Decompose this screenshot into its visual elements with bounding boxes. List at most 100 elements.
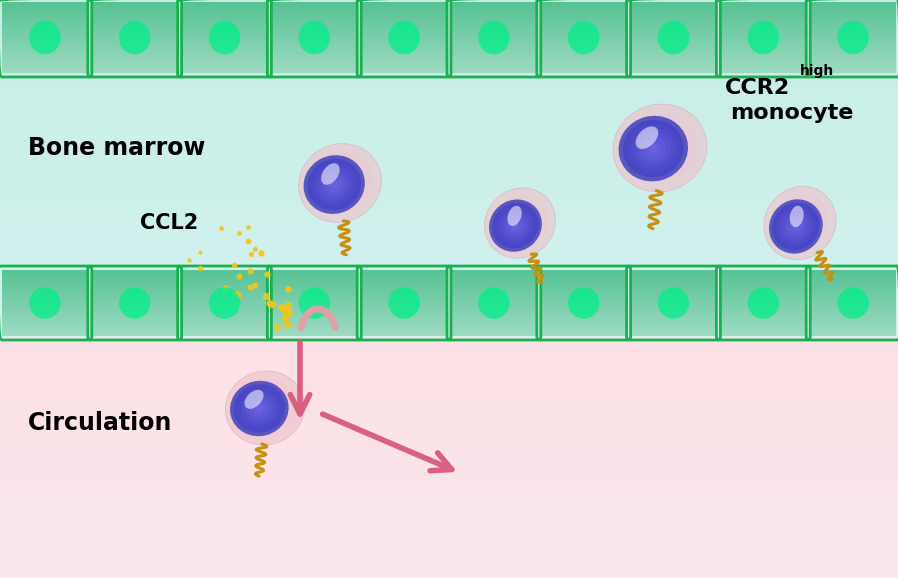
Text: CCL2: CCL2	[140, 213, 198, 233]
Ellipse shape	[492, 203, 539, 249]
Ellipse shape	[771, 194, 829, 252]
Ellipse shape	[627, 124, 679, 173]
Ellipse shape	[636, 132, 671, 165]
Text: Bone marrow: Bone marrow	[28, 136, 206, 160]
Ellipse shape	[632, 122, 688, 174]
Text: monocyte: monocyte	[730, 103, 853, 123]
Ellipse shape	[776, 206, 816, 247]
Ellipse shape	[747, 21, 779, 54]
Ellipse shape	[249, 394, 281, 423]
Ellipse shape	[779, 201, 822, 245]
Ellipse shape	[506, 216, 525, 235]
Ellipse shape	[645, 140, 662, 157]
Ellipse shape	[506, 209, 534, 237]
Text: high: high	[800, 64, 834, 78]
Ellipse shape	[119, 21, 150, 54]
Ellipse shape	[208, 21, 241, 54]
Ellipse shape	[257, 401, 273, 415]
Ellipse shape	[485, 188, 555, 258]
Ellipse shape	[837, 21, 868, 54]
Ellipse shape	[789, 220, 803, 234]
Ellipse shape	[651, 139, 669, 157]
Ellipse shape	[315, 166, 353, 203]
Ellipse shape	[492, 195, 549, 251]
Ellipse shape	[764, 186, 836, 260]
Ellipse shape	[307, 152, 373, 214]
Ellipse shape	[298, 21, 330, 54]
Ellipse shape	[499, 209, 532, 242]
Ellipse shape	[793, 216, 807, 230]
Ellipse shape	[330, 181, 338, 188]
Ellipse shape	[323, 168, 357, 198]
Ellipse shape	[498, 202, 541, 244]
Ellipse shape	[233, 379, 296, 437]
Ellipse shape	[623, 120, 683, 177]
Ellipse shape	[657, 287, 690, 318]
Ellipse shape	[568, 287, 600, 318]
Ellipse shape	[331, 175, 348, 191]
Ellipse shape	[244, 390, 263, 409]
Ellipse shape	[657, 21, 690, 54]
Ellipse shape	[622, 113, 698, 183]
Ellipse shape	[304, 155, 365, 214]
Ellipse shape	[327, 177, 342, 192]
Ellipse shape	[322, 173, 346, 195]
Ellipse shape	[772, 203, 819, 250]
Ellipse shape	[779, 209, 813, 243]
Ellipse shape	[619, 116, 688, 181]
Ellipse shape	[242, 386, 289, 430]
Ellipse shape	[769, 199, 823, 254]
Ellipse shape	[388, 287, 419, 318]
Ellipse shape	[388, 21, 419, 54]
Ellipse shape	[307, 159, 361, 210]
Ellipse shape	[478, 287, 509, 318]
Ellipse shape	[230, 381, 288, 436]
Ellipse shape	[119, 287, 150, 318]
Ellipse shape	[641, 131, 679, 165]
Ellipse shape	[225, 371, 304, 445]
Ellipse shape	[837, 287, 868, 318]
Ellipse shape	[568, 21, 600, 54]
Ellipse shape	[613, 104, 707, 192]
Ellipse shape	[29, 21, 60, 54]
Ellipse shape	[764, 187, 836, 260]
Ellipse shape	[29, 287, 60, 318]
Ellipse shape	[244, 395, 274, 423]
Ellipse shape	[649, 144, 657, 153]
Ellipse shape	[509, 219, 522, 232]
Ellipse shape	[512, 223, 519, 229]
Text: Circulation: Circulation	[28, 411, 172, 435]
Ellipse shape	[252, 402, 267, 416]
Ellipse shape	[233, 384, 285, 433]
Ellipse shape	[312, 162, 357, 206]
Ellipse shape	[484, 188, 556, 258]
Ellipse shape	[507, 206, 522, 226]
Ellipse shape	[789, 206, 804, 227]
Ellipse shape	[786, 209, 814, 238]
Text: CCR2: CCR2	[725, 78, 790, 98]
Ellipse shape	[225, 372, 304, 444]
Ellipse shape	[208, 287, 241, 318]
Ellipse shape	[249, 398, 270, 419]
Ellipse shape	[502, 213, 529, 239]
Ellipse shape	[315, 160, 365, 206]
Ellipse shape	[513, 216, 527, 230]
Ellipse shape	[241, 391, 277, 426]
Ellipse shape	[631, 128, 675, 169]
Ellipse shape	[321, 163, 339, 185]
Ellipse shape	[747, 287, 779, 318]
Ellipse shape	[636, 127, 658, 149]
Ellipse shape	[496, 206, 535, 245]
Ellipse shape	[489, 199, 541, 252]
Ellipse shape	[793, 223, 799, 230]
Ellipse shape	[782, 213, 809, 240]
Ellipse shape	[786, 216, 806, 236]
Ellipse shape	[298, 143, 382, 223]
Ellipse shape	[298, 287, 330, 318]
Ellipse shape	[613, 105, 707, 191]
Ellipse shape	[299, 144, 382, 222]
Ellipse shape	[478, 21, 509, 54]
Ellipse shape	[640, 136, 666, 161]
Ellipse shape	[319, 170, 349, 199]
Ellipse shape	[256, 405, 263, 412]
